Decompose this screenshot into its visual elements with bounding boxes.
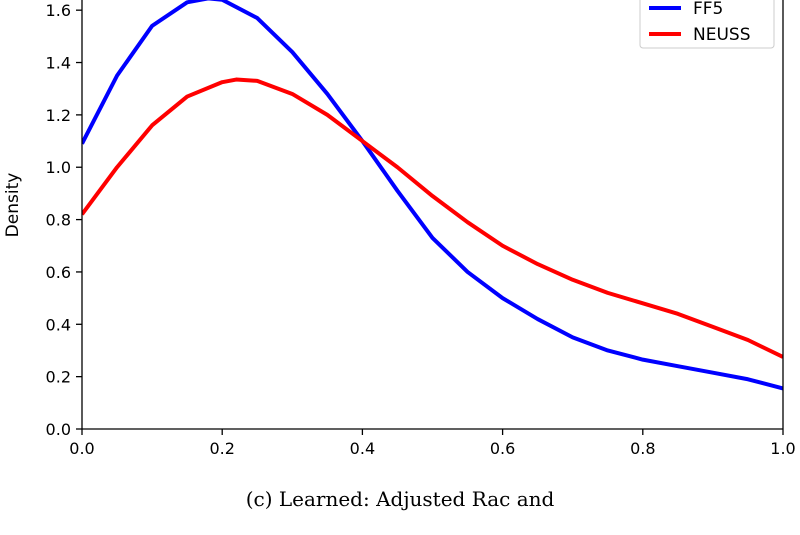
series-line-neuss <box>82 77 783 359</box>
x-tick-label: 1.0 <box>770 439 795 458</box>
axes <box>81 0 784 430</box>
y-tick-label: 0.2 <box>46 368 71 387</box>
y-tick-label: 1.2 <box>46 106 71 125</box>
y-tick-label: 0.6 <box>46 263 71 282</box>
x-tick-label: 0.8 <box>630 439 655 458</box>
legend-label-neuss: NEUSS <box>693 25 750 45</box>
series-layer <box>82 0 783 391</box>
ticks: 0.0 0.2 0.4 0.6 0.8 1.0 0.0 0.2 0.4 0.6 0.8 1.0 1.2 1… <box>46 1 796 458</box>
y-tick-label: 1.0 <box>46 158 71 177</box>
y-tick-label: 1.4 <box>46 54 71 73</box>
y-tick-label: 0.0 <box>46 420 71 439</box>
y-tick-label: 0.8 <box>46 211 71 230</box>
y-axis-label: Density <box>3 173 23 238</box>
series-line-ff5 <box>82 0 783 391</box>
x-tick-label: 0.4 <box>350 439 375 458</box>
x-tick-label: 0.2 <box>209 439 234 458</box>
y-tick-label: 1.6 <box>46 1 71 20</box>
legend: FF5 NEUSS <box>639 0 775 49</box>
y-tick-label: 0.4 <box>46 315 71 334</box>
x-tick-label: 0.0 <box>69 439 94 458</box>
legend-label-ff5: FF5 <box>693 0 723 19</box>
figure-caption: (c) Learned: Adjusted Rac and <box>245 487 555 511</box>
x-tick-label: 0.6 <box>490 439 515 458</box>
